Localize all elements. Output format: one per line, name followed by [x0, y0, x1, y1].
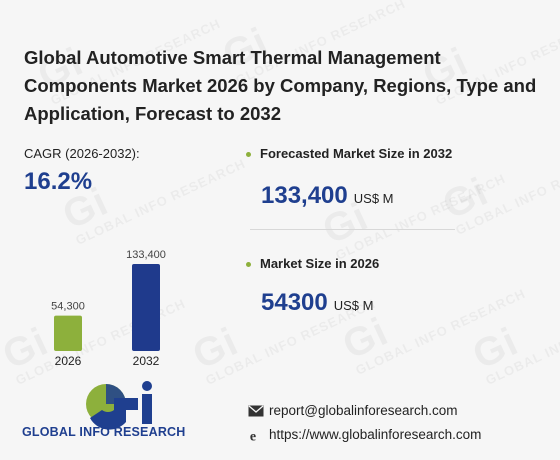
email-contact[interactable]: report@globalinforesearch.com	[248, 403, 458, 418]
website-contact[interactable]: e https://www.globalinforesearch.com	[248, 427, 481, 442]
svg-text:e: e	[250, 429, 256, 442]
email-address[interactable]: report@globalinforesearch.com	[269, 403, 458, 418]
forecast-size-value: 133,400 US$ M	[261, 182, 394, 209]
bullet-dot-icon	[246, 152, 251, 158]
website-url[interactable]: https://www.globalinforesearch.com	[269, 427, 482, 442]
market-size-label: Market Size in 2026	[246, 256, 379, 271]
internet-explorer-icon: e	[250, 429, 256, 442]
gi-logo-icon	[86, 381, 152, 430]
divider	[250, 229, 455, 230]
envelope-icon	[248, 405, 264, 416]
report-title: Global Automotive Smart Thermal Manageme…	[24, 47, 537, 124]
bar-2026	[54, 315, 82, 351]
forecast-size-label: Forecasted Market Size in 2032	[246, 146, 452, 161]
category-label: 2026	[55, 354, 82, 368]
bar-value-label: 54,300	[51, 301, 85, 313]
bar-value-label: 133,400	[126, 249, 166, 261]
cagr-label: CAGR (2026-2032):	[24, 146, 140, 161]
brand-name: GLOBAL INFO RESEARCH	[22, 425, 186, 439]
bar-2032	[132, 264, 160, 351]
cagr-value: 16.2%	[24, 168, 93, 195]
category-label: 2032	[133, 354, 160, 368]
bullet-dot-icon	[246, 262, 251, 268]
market-size-value: 54300 US$ M	[261, 289, 374, 316]
